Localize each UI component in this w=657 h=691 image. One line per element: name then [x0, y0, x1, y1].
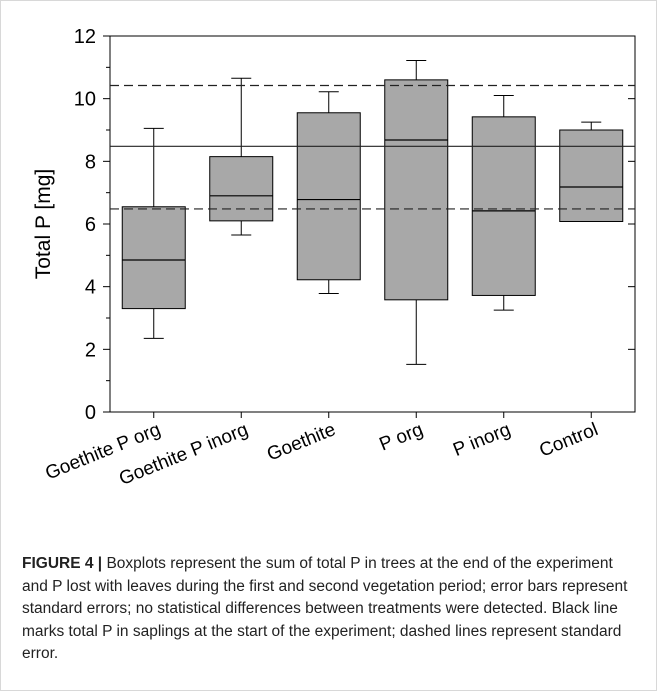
y-tick-label: 4 — [85, 277, 96, 299]
plot-area-frame — [109, 35, 636, 413]
figure-caption-text: Boxplots represent the sum of total P in… — [22, 555, 628, 662]
box-iqr — [559, 129, 624, 222]
box-4 — [384, 59, 449, 365]
y-axis-label: Total P [mg] — [32, 169, 55, 280]
y-tick-label: 8 — [85, 151, 96, 173]
y-tick-label: 10 — [74, 89, 96, 111]
box-5 — [471, 95, 536, 311]
box-iqr — [209, 156, 274, 222]
x-tick-label: P org — [376, 419, 426, 455]
box-1 — [121, 127, 186, 339]
figure-caption: FIGURE 4 | Boxplots represent the sum of… — [22, 553, 636, 666]
box-6 — [559, 121, 624, 222]
figure-label: FIGURE 4 | — [22, 555, 103, 572]
x-tick-label: Goethite — [264, 419, 338, 465]
box-iqr — [296, 112, 361, 281]
x-tick-label: Control — [536, 419, 601, 461]
y-tick-label: 0 — [85, 402, 96, 424]
box-iqr — [384, 79, 449, 301]
x-tick-label: P inorg — [450, 419, 513, 461]
box-3 — [296, 91, 361, 295]
y-tick-label: 6 — [85, 214, 96, 236]
box-iqr — [121, 206, 186, 310]
y-tick-label: 12 — [74, 26, 96, 48]
y-tick-label: 2 — [85, 339, 96, 361]
box-2 — [209, 77, 274, 236]
box-iqr — [471, 116, 536, 296]
